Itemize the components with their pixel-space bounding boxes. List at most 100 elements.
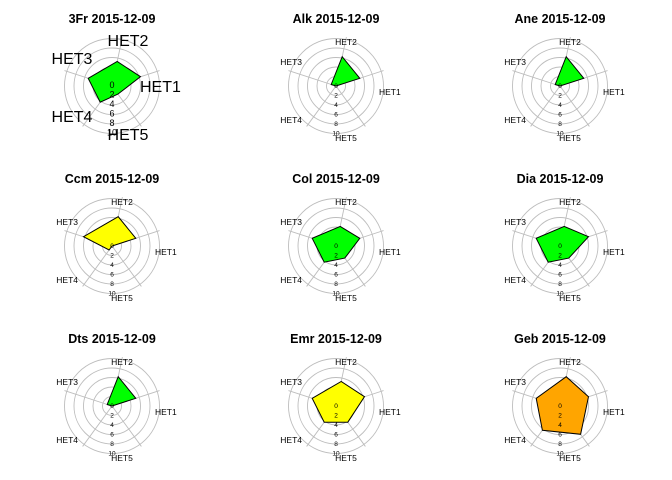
tick-label: 8 [558, 441, 562, 448]
chart-title: Dia 2015-12-09 [516, 172, 604, 186]
grid-circle [73, 207, 151, 285]
tick-label: 8 [110, 441, 114, 448]
axis-label-het2: HET2 [111, 357, 133, 367]
grid-circle [73, 47, 151, 125]
tick-label: 6 [558, 112, 562, 119]
tick-label: 4 [334, 262, 338, 269]
axis-label-het2: HET2 [335, 197, 357, 207]
tick-label: 2 [334, 93, 338, 100]
tick-label: 0 [110, 243, 114, 250]
axis-label-het5: HET5 [559, 133, 581, 143]
radar-plot: 0 2 4 6 8 10 HET1 HET2 HET3 HET4 HET5 [504, 356, 625, 463]
axis-label-het3: HET3 [280, 377, 302, 387]
chart-title: Geb 2015-12-09 [514, 332, 606, 346]
chart-title: 3Fr 2015-12-09 [68, 12, 156, 26]
tick-label: 6 [334, 272, 338, 279]
tick-label: 2 [334, 413, 338, 420]
tick-label: 2 [558, 93, 562, 100]
tick-label: 4 [110, 422, 114, 429]
grid-circle [288, 358, 384, 454]
axis-label-het2: HET2 [559, 37, 581, 47]
tick-label: 6 [334, 432, 338, 439]
axis-label-het5: HET5 [559, 293, 581, 303]
radar-panel: Alk 2015-12-09 0 2 4 6 8 10 HET1 HET2 HET3 HET4 HET… [224, 0, 448, 160]
tick-label: 4 [558, 422, 562, 429]
grid-circle [64, 198, 160, 294]
spoke-het4 [82, 245, 113, 287]
grid-circle [92, 386, 132, 426]
axis-label-het3: HET3 [56, 377, 78, 387]
radar-plot: 0 2 4 6 8 10 HET1 HET2 HET3 HET4 HET5 [280, 36, 401, 143]
axis-label-het4: HET4 [56, 275, 78, 285]
tick-label: 10 [332, 131, 340, 138]
tick-label: 10 [108, 451, 116, 458]
axis-label-het4: HET4 [504, 275, 526, 285]
data-polygon [535, 376, 590, 435]
grid-circle [288, 198, 384, 294]
spoke-het5 [111, 245, 142, 287]
grid-circle [288, 38, 384, 134]
data-polygon [535, 225, 590, 263]
tick-label: 8 [334, 281, 338, 288]
axis-label-het1: HET1 [379, 407, 401, 417]
grid-circle [297, 207, 375, 285]
axis-label-het5: HET5 [111, 453, 133, 463]
axis-label-het1: HET1 [603, 407, 625, 417]
axis-label-het4: HET4 [280, 275, 302, 285]
spoke-het5 [111, 405, 142, 447]
radar-panel: Geb 2015-12-09 0 2 4 6 8 10 HET1 HET2 HET3 HET4 HET… [448, 320, 672, 480]
tick-label: 4 [109, 99, 114, 109]
tick-label: 0 [558, 243, 562, 250]
chart-title: Col 2015-12-09 [292, 172, 380, 186]
tick-label: 0 [334, 83, 338, 90]
grid-circle [521, 207, 599, 285]
radar-plot: 0 2 4 6 8 10 HET1 HET2 HET3 HET4 HET5 [56, 196, 177, 303]
axis-label-het1: HET1 [155, 247, 177, 257]
data-polygon [87, 60, 142, 103]
axis-label-het5: HET5 [111, 293, 133, 303]
grid-circle [83, 57, 141, 115]
axis-label-het2: HET2 [111, 197, 133, 207]
axis-label-het1: HET1 [155, 407, 177, 417]
grid-circle [521, 47, 599, 125]
tick-label: 2 [558, 253, 562, 260]
tick-label: 10 [332, 451, 340, 458]
axis-label-het5: HET5 [335, 133, 357, 143]
grid-circle [521, 367, 599, 445]
grid-circle [531, 217, 589, 275]
tick-label: 0 [109, 80, 114, 90]
axis-label-het2: HET2 [559, 197, 581, 207]
chart-title: Emr 2015-12-09 [290, 332, 382, 346]
axis-label-het3: HET3 [504, 57, 526, 67]
radar-plot: 0 2 4 6 8 10 HET1 HET2 HET3 HET4 HET5 [504, 196, 625, 303]
radar-panel: Col 2015-12-09 0 2 4 6 8 10 HET1 HET2 HET3 HET4 HET… [224, 160, 448, 320]
axis-label-het4: HET4 [280, 115, 302, 125]
grid-circle [83, 217, 141, 275]
axis-label-het3: HET3 [56, 217, 78, 227]
grid-circle [512, 198, 608, 294]
grid-circle [316, 66, 356, 106]
tick-label: 8 [558, 121, 562, 128]
tick-label: 8 [334, 441, 338, 448]
axis-label-het2: HET2 [335, 357, 357, 367]
spoke-het5 [559, 85, 590, 127]
tick-label: 8 [334, 121, 338, 128]
axis-label-het1: HET1 [140, 79, 181, 96]
tick-label: 4 [558, 262, 562, 269]
axis-label-het1: HET1 [379, 87, 401, 97]
chart-title: Ane 2015-12-09 [514, 12, 606, 26]
tick-label: 0 [110, 403, 114, 410]
axis-label-het1: HET1 [603, 247, 625, 257]
grid-circle [73, 367, 151, 445]
tick-label: 4 [558, 102, 562, 109]
spoke-het5 [335, 85, 366, 127]
data-polygon [311, 380, 366, 423]
tick-label: 10 [108, 291, 116, 298]
grid-circle [83, 377, 141, 435]
radar-panel: Ccm 2015-12-09 0 2 4 6 8 10 HET1 HET2 HET3 HET4 HET… [0, 160, 224, 320]
axis-label-het1: HET1 [379, 247, 401, 257]
tick-label: 2 [334, 253, 338, 260]
axis-label-het2: HET2 [108, 33, 149, 50]
radar-panel: Dia 2015-12-09 0 2 4 6 8 10 HET1 HET2 HET3 HET4 HET… [448, 160, 672, 320]
